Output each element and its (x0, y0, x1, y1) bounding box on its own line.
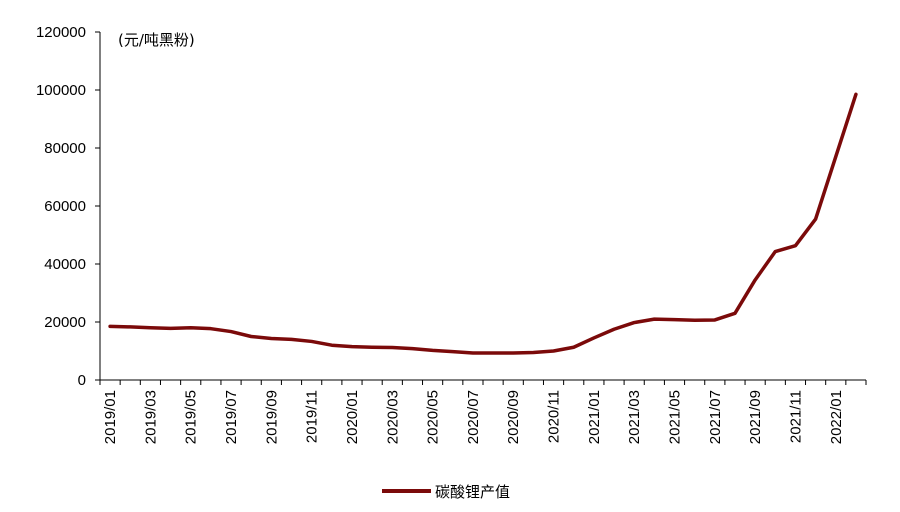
x-tick-label: 2020/09 (505, 390, 522, 444)
y-tick-label: 100000 (36, 82, 86, 99)
x-axis: 2019/01 2019/03 2019/05 2019/07 2019/09 2019/… (99, 379, 867, 444)
x-tick-label: 2019/07 (223, 390, 240, 444)
x-tick-label: 2019/11 (304, 390, 321, 443)
x-tick-label: 2020/05 (425, 390, 442, 444)
x-tick-label: 2021/05 (667, 390, 684, 444)
y-axis: 0 20000 40000 60000 80000 100000 120000 (36, 24, 101, 389)
legend-label: 碳酸锂产值 (435, 483, 510, 501)
y-tick-label: 40000 (44, 256, 86, 273)
x-tick-label: 2021/01 (586, 390, 603, 444)
x-tick-label: 2020/03 (384, 390, 401, 444)
y-tick-label: 20000 (44, 314, 86, 331)
x-tick-label: 2021/11 (787, 390, 804, 443)
x-tick-label: 2021/09 (747, 390, 764, 444)
x-tick-label: 2021/07 (707, 390, 724, 444)
x-tick-label: 2019/05 (183, 390, 200, 444)
x-tick-label: 2019/01 (102, 390, 119, 444)
x-tick-label: 2022/01 (828, 390, 845, 444)
series-layer (108, 92, 858, 355)
x-tick-label: 2021/03 (626, 390, 643, 444)
series-line-0 (108, 92, 858, 355)
x-tick-label: 2019/09 (263, 390, 280, 444)
x-tick-label: 2020/01 (344, 390, 361, 444)
x-tick-label: 2020/11 (546, 390, 563, 443)
unit-label: (元/吨黑粉) (118, 31, 195, 49)
y-tick-label: 80000 (44, 140, 86, 157)
legend: 碳酸锂产值 (382, 483, 510, 501)
y-tick-label: 120000 (36, 24, 86, 41)
y-tick-label: 60000 (44, 198, 86, 215)
x-tick-label: 2019/03 (142, 390, 159, 444)
y-tick-label: 0 (78, 372, 86, 389)
x-tick-label: 2020/07 (465, 390, 482, 444)
